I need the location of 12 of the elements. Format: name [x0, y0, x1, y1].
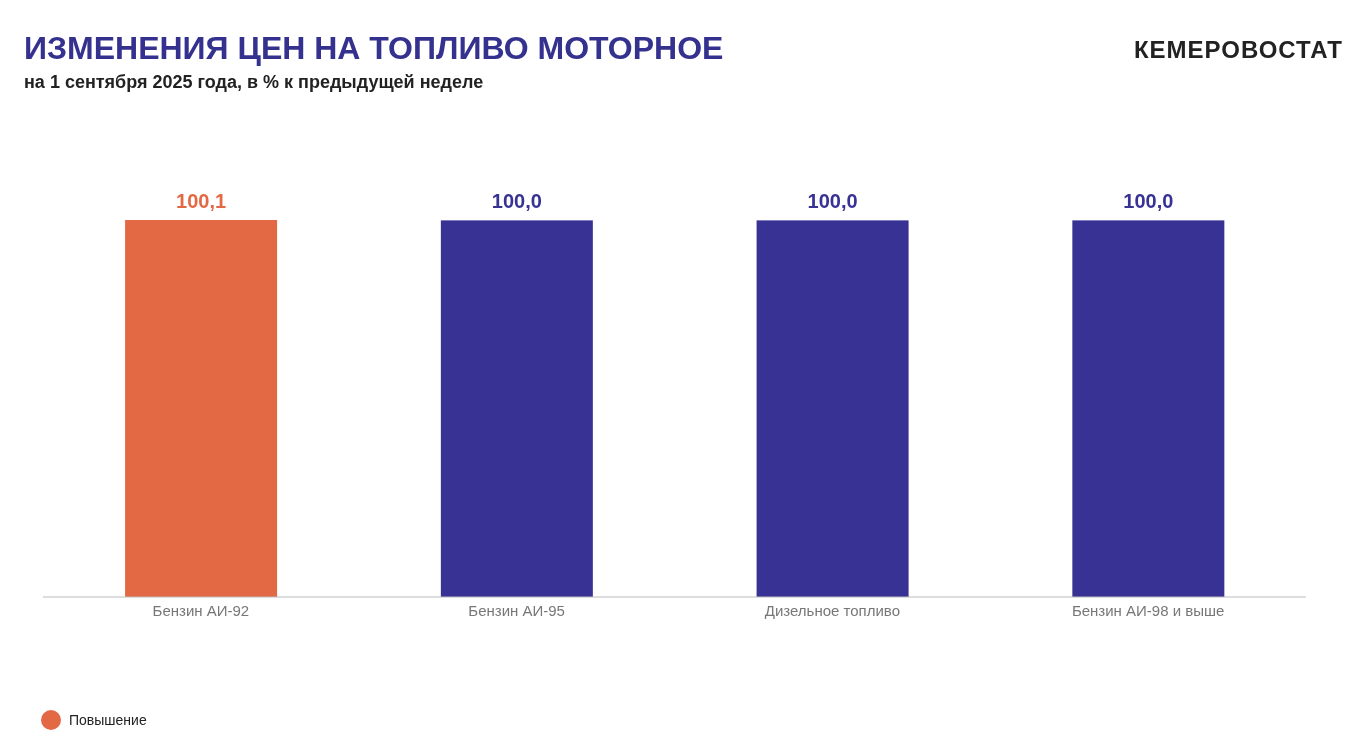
legend-label: Повышение — [69, 712, 147, 728]
text: КЕМЕРОВОСТАТ — [1133, 36, 1343, 64]
x-tick-label: Бензин АИ-92 — [152, 601, 250, 619]
chart-subtitle: на 1 сентября 2025 года, в % к предыдущей неделе — [24, 72, 484, 93]
data-label: 100,1 — [176, 190, 227, 212]
x-tick-label: Бензин АИ-95 — [468, 601, 565, 619]
chart-title: ИЗМЕНЕНИЯ ЦЕН НА ТОПЛИВО МОТОРНОЕ — [24, 30, 724, 67]
x-tick-label: Дизельное топливо — [764, 601, 900, 619]
data-label: 100,0 — [1123, 190, 1174, 213]
data-label: 100,0 — [807, 190, 858, 213]
data-label: 100,0 — [491, 190, 542, 213]
x-tick-label: Бензин АИ-98 и выше — [1071, 601, 1225, 619]
